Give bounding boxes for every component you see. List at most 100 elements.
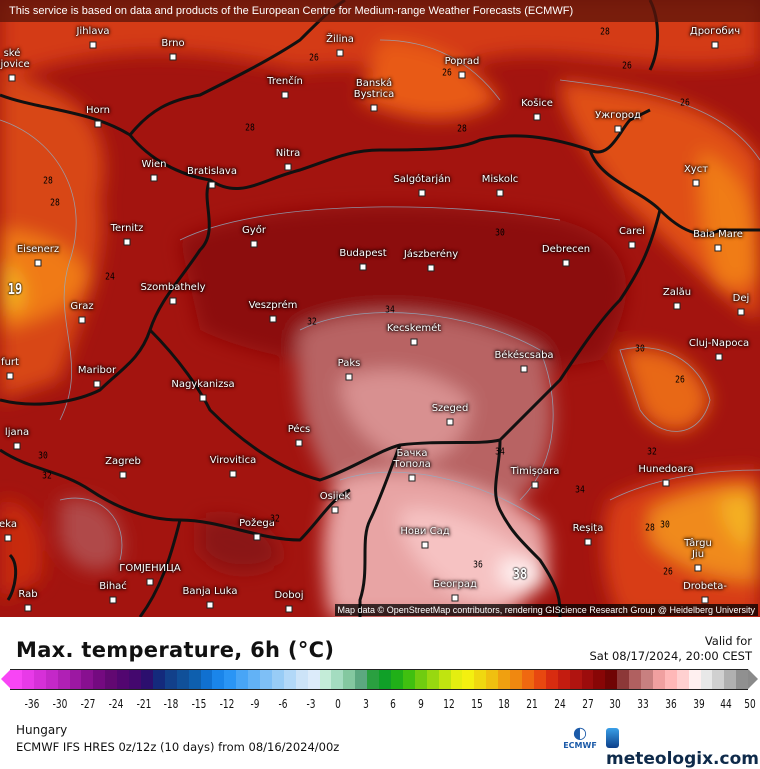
city-marker xyxy=(451,594,459,602)
city-label: Carei xyxy=(619,226,645,237)
colorbar-tick: 30 xyxy=(609,697,621,711)
city-marker xyxy=(331,506,339,514)
city-marker xyxy=(737,308,745,316)
colorbar-swatch xyxy=(617,670,630,689)
city-marker xyxy=(284,163,292,171)
city-marker xyxy=(8,74,16,82)
city-label: ljana xyxy=(4,427,30,438)
colorbar-swatch xyxy=(569,670,582,689)
contour-label: 30 xyxy=(635,343,645,355)
valid-label: Valid for xyxy=(704,634,752,648)
city-marker xyxy=(427,264,435,272)
map-attribution[interactable]: Map data © OpenStreetMap contributors, r… xyxy=(334,604,758,616)
city-label: Timișoara xyxy=(510,466,560,477)
colorbar-tick: 15 xyxy=(471,697,483,711)
colorbar-swatch xyxy=(581,670,594,689)
city-label: Maribor xyxy=(77,365,117,376)
colorbar-swatch xyxy=(307,670,320,689)
city-marker xyxy=(533,113,541,121)
contour-label: 26 xyxy=(442,67,452,79)
colorbar-swatch xyxy=(21,670,34,689)
colorbar-swatch xyxy=(331,670,344,689)
contour-label: 32 xyxy=(647,446,657,458)
city-label: Jászberény xyxy=(403,249,459,260)
city-label: Хуст xyxy=(683,164,709,175)
colorbar-swatch xyxy=(200,670,213,689)
city-marker xyxy=(418,189,426,197)
city-label: Rab xyxy=(18,589,38,600)
city-label: Baia Mare xyxy=(693,229,743,240)
colorbar-swatch xyxy=(105,670,118,689)
colorbar-tick: 3 xyxy=(363,697,369,711)
city-marker xyxy=(421,541,429,549)
city-marker xyxy=(410,338,418,346)
city-marker xyxy=(109,596,117,604)
ecmwf-notice-banner: This service is based on data and produc… xyxy=(0,0,760,22)
meteologix-logo[interactable]: meteologix.com xyxy=(606,728,760,769)
city-marker xyxy=(295,439,303,447)
contour-label: 26 xyxy=(663,566,673,578)
city-label: Szeged xyxy=(431,403,469,414)
colorbar-swatch xyxy=(593,670,606,689)
colorbar-tick: -15 xyxy=(191,697,207,711)
colorbar-swatch xyxy=(426,670,439,689)
city-marker xyxy=(408,474,416,482)
colorbar-tick: 39 xyxy=(693,697,705,711)
city-marker xyxy=(78,316,86,324)
city-marker xyxy=(446,418,454,426)
colorbar-swatch xyxy=(736,670,749,689)
city-label: Banja Luka xyxy=(182,586,238,597)
city-label: Zalău xyxy=(662,287,692,298)
colorbar-swatch xyxy=(236,670,249,689)
city-label: Veszprém xyxy=(248,300,298,311)
ecmwf-icon: ◐ xyxy=(573,723,587,742)
colorbar-swatch xyxy=(629,670,642,689)
contour-label: 26 xyxy=(680,97,690,109)
city-marker xyxy=(370,104,378,112)
colorbar-tick: 33 xyxy=(637,697,649,711)
city-label: Miskolc xyxy=(481,174,519,185)
city-label: ské ějovice xyxy=(0,48,30,70)
city-marker xyxy=(199,394,207,402)
valid-datetime: Sat 08/17/2024, 20:00 CEST xyxy=(589,649,752,663)
colorbar-swatch xyxy=(188,670,201,689)
colorbar-swatch xyxy=(57,670,70,689)
city-label: Drobeta- xyxy=(683,581,727,592)
weather-map[interactable]: This service is based on data and produc… xyxy=(0,0,760,617)
city-marker xyxy=(694,564,702,572)
colorbar-swatch xyxy=(176,670,189,689)
colorbar xyxy=(10,669,749,690)
city-label: Nitra xyxy=(275,148,301,159)
model-run-info: ECMWF IFS HRES 0z/12z (10 days) from 08/… xyxy=(16,740,340,754)
city-marker xyxy=(711,41,719,49)
city-label: Cluj-Napoca xyxy=(688,338,750,349)
city-label: Jihlava xyxy=(76,26,110,37)
colorbar-tick: 18 xyxy=(498,697,510,711)
city-marker xyxy=(562,259,570,267)
city-label: eka xyxy=(0,519,17,530)
colorbar-swatch xyxy=(724,670,737,689)
colorbar-tick: 24 xyxy=(554,697,566,711)
legend-panel: Max. temperature, 6h (°C) Valid for Sat … xyxy=(0,617,760,769)
contour-label: 28 xyxy=(50,197,60,209)
city-marker xyxy=(614,125,622,133)
colorbar-tick: 12 xyxy=(443,697,455,711)
contour-label: 26 xyxy=(675,374,685,386)
city-marker xyxy=(13,442,21,450)
colorbar-swatch xyxy=(260,670,272,689)
city-label: Salgótarján xyxy=(393,174,451,185)
colorbar-swatch xyxy=(438,670,451,689)
ecmwf-logo[interactable]: ◐ ECMWF xyxy=(562,723,598,751)
city-marker xyxy=(150,174,158,182)
city-label: Poprad xyxy=(444,56,480,67)
city-label: Banská Bystrica xyxy=(353,78,395,100)
city-marker xyxy=(34,259,42,267)
colorbar-tick: 36 xyxy=(665,697,677,711)
colorbar-swatch xyxy=(379,670,391,689)
city-marker xyxy=(662,479,670,487)
colorbar-swatch xyxy=(605,670,618,689)
colorbar-swatch xyxy=(688,670,701,689)
colorbar-swatch xyxy=(343,670,356,689)
colorbar-swatch xyxy=(248,670,261,689)
colorbar-swatch xyxy=(69,670,82,689)
